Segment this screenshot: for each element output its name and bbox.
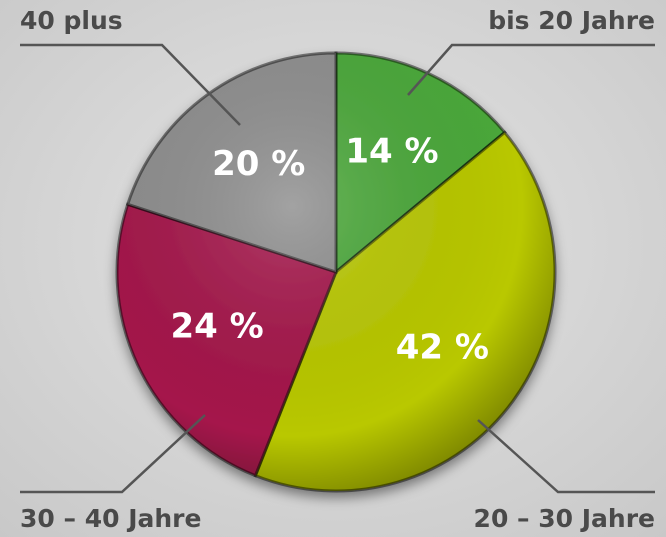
category-label: 40 plus	[20, 6, 123, 35]
page: 14 % 42 % 24 % 20 % bis 20 Jahre 20 – 30 Jahr…	[0, 0, 666, 537]
category-label: bis 20 Jahre	[488, 6, 655, 35]
value-label: 14 %	[345, 132, 438, 172]
chart: 14 % 42 % 24 % 20 % bis 20 Jahre 20 – 30 Jahr…	[0, 0, 666, 537]
pie	[117, 53, 555, 491]
value-label: 20 %	[212, 144, 305, 184]
category-label: 20 – 30 Jahre	[474, 504, 655, 533]
value-label: 24 %	[170, 306, 263, 346]
value-label: 42 %	[396, 328, 489, 368]
category-label: 30 – 40 Jahre	[20, 504, 201, 533]
pie-shading	[117, 53, 555, 491]
